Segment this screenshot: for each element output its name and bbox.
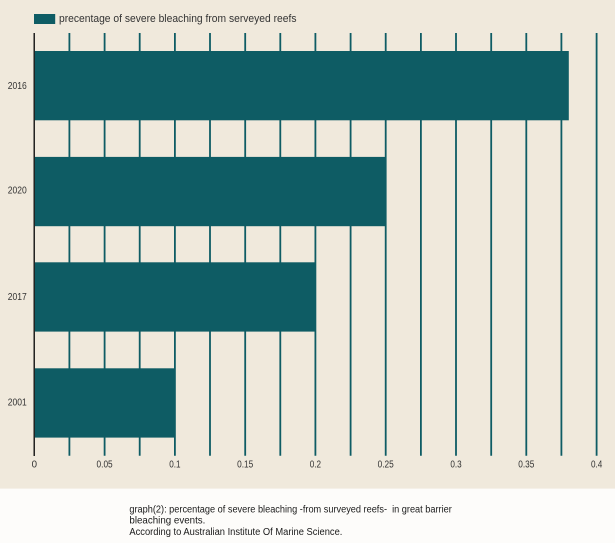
- svg-text:0.3: 0.3: [450, 459, 461, 470]
- svg-text:0.4: 0.4: [591, 459, 603, 470]
- svg-text:graph(2): percentage of severe: graph(2): percentage of severe bleaching…: [129, 505, 452, 516]
- svg-text:0.05: 0.05: [97, 459, 113, 470]
- svg-text:0.2: 0.2: [310, 459, 321, 470]
- svg-text:2017: 2017: [8, 292, 27, 303]
- svg-text:2001: 2001: [8, 397, 27, 408]
- svg-text:precentage of severe bleaching: precentage of severe bleaching from serv…: [59, 13, 297, 25]
- svg-text:2016: 2016: [8, 81, 27, 92]
- svg-text:2020: 2020: [8, 186, 28, 197]
- svg-text:According to Australian Instit: According to Australian Institute Of Mar…: [129, 527, 342, 538]
- svg-text:0: 0: [32, 459, 38, 470]
- svg-text:0.25: 0.25: [378, 459, 394, 470]
- svg-text:0.1: 0.1: [169, 459, 180, 470]
- svg-text:bleaching events.: bleaching events.: [129, 516, 205, 527]
- svg-text:0.15: 0.15: [237, 459, 253, 470]
- svg-text:0.35: 0.35: [518, 459, 534, 470]
